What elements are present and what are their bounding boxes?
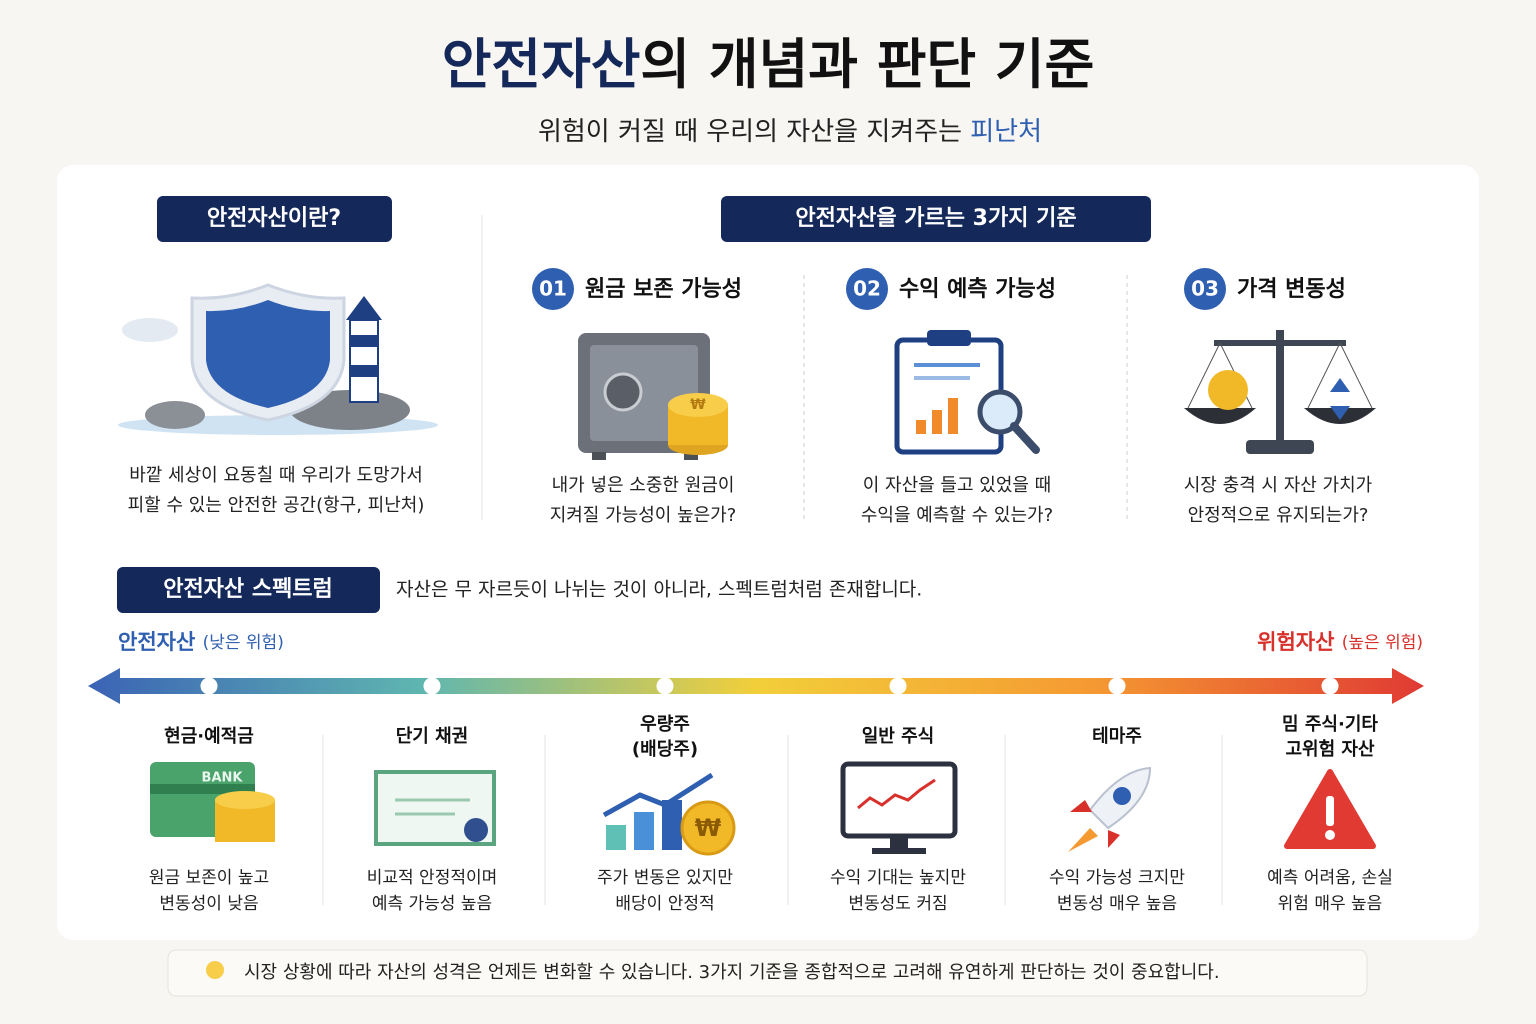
- subtitle: 위험이 커질 때 우리의 자산을 지켜주는 피난처: [538, 117, 1042, 147]
- risk-note: (높은 위험): [1342, 633, 1423, 653]
- bank-icon: BANK: [150, 762, 275, 842]
- footer-note: 시장 상황에 따라 자산의 성격은 언제든 변화할 수 있습니다. 3가지 기준…: [244, 962, 1220, 983]
- main-card: [57, 165, 1479, 940]
- asset-name: 현금·예적금: [164, 726, 254, 747]
- monitor-icon: [840, 761, 958, 854]
- safe-icon: ₩: [578, 333, 728, 460]
- spectrum-marker-ring: [1108, 677, 1126, 695]
- asset-name: 밈 주식·기타: [1282, 714, 1378, 735]
- asset-text: 위험 매우 높음: [1278, 894, 1383, 914]
- criterion-title: 수익 예측 가능성: [899, 277, 1056, 302]
- growth-icon: ₩: [602, 772, 736, 856]
- subtitle-highlight: 피난처: [970, 117, 1042, 147]
- safe-label: 안전자산: [118, 630, 195, 654]
- number-badge: [1184, 268, 1226, 310]
- title-rest: 의 개념과 판단 기준: [640, 33, 1094, 96]
- spectrum-marker-ring: [200, 677, 218, 695]
- asset-text: 변동성이 낮음: [159, 894, 258, 914]
- spectrum-label: 안전자산 스펙트럼: [163, 577, 333, 602]
- criterion-text: 안정적으로 유지되는가?: [1188, 505, 1369, 526]
- shield-illustration: [118, 283, 438, 435]
- criterion-title: 가격 변동성: [1237, 277, 1346, 302]
- coin-symbol: ₩: [690, 397, 706, 413]
- risk-label: 위험자산: [1257, 630, 1334, 654]
- asset-text: 예측 어려움, 손실: [1267, 868, 1393, 888]
- spectrum-marker-ring: [889, 677, 907, 695]
- bulb-icon: [206, 961, 224, 979]
- number-badge: [846, 268, 888, 310]
- criteria-label: 안전자산을 가르는 3가지 기준: [795, 206, 1076, 231]
- bank-text: BANK: [202, 771, 244, 786]
- definition-text: 바깥 세상이 요동칠 때 우리가 도망가서: [129, 465, 423, 486]
- spectrum-marker-ring: [423, 677, 441, 695]
- asset-name: 테마주: [1092, 726, 1142, 747]
- number-badge: [532, 268, 574, 310]
- rocket-icon: [1068, 766, 1152, 852]
- asset-name: 우량주: [640, 714, 690, 735]
- clipboard-icon: [894, 330, 1040, 455]
- coin-symbol: ₩: [695, 814, 722, 842]
- criterion-text: 이 자산을 들고 있었을 때: [863, 475, 1052, 496]
- asset-text: 수익 기대는 높지만: [830, 868, 966, 888]
- asset-text: 배당이 안정적: [615, 894, 714, 914]
- asset-text: 수익 가능성 크지만: [1049, 868, 1185, 888]
- criterion-number: 03: [1191, 277, 1219, 301]
- asset-text: 변동성도 커짐: [848, 894, 947, 914]
- criteria-pill: [721, 196, 1151, 242]
- certificate-icon: [374, 770, 496, 846]
- asset-name: 일반 주식: [862, 726, 935, 747]
- asset-text: 비교적 안정적이며: [367, 868, 498, 888]
- asset-name: 고위험 자산: [1285, 738, 1375, 760]
- asset-text: 변동성 매우 높음: [1057, 894, 1177, 914]
- footer-box: [167, 949, 1368, 997]
- asset-text: 주가 변동은 있지만: [597, 868, 733, 888]
- spectrum-marker-ring: [1321, 677, 1339, 695]
- definition-label: 안전자산이란?: [207, 206, 341, 231]
- title-highlight: 안전자산: [442, 33, 641, 96]
- safe-end-label: 안전자산 (낮은 위험): [118, 630, 284, 654]
- definition-pill: [157, 196, 392, 242]
- criterion-title: 원금 보존 가능성: [585, 277, 742, 302]
- risk-end-label: 위험자산 (높은 위험): [1257, 630, 1423, 654]
- spectrum-arrow: [88, 668, 1424, 704]
- definition-text: 피할 수 있는 안전한 공간(항구, 피난처): [128, 495, 425, 516]
- criterion-number: 01: [539, 277, 567, 301]
- asset-name: (배당주): [632, 739, 698, 760]
- spectrum-pill: [117, 567, 380, 613]
- criterion-text: 수익을 예측할 수 있는가?: [861, 505, 1053, 526]
- spectrum-marker-ring: [656, 677, 674, 695]
- scale-icon: [1184, 330, 1376, 454]
- subtitle-text: 위험이 커질 때 우리의 자산을 지켜주는: [538, 117, 962, 147]
- asset-text: 원금 보존이 높고: [149, 868, 269, 888]
- criterion-text: 시장 충격 시 자산 가치가: [1184, 475, 1373, 496]
- asset-text: 예측 가능성 높음: [372, 894, 492, 914]
- criterion-text: 내가 넣은 소중한 원금이: [552, 475, 735, 496]
- criterion-text: 지켜질 가능성이 높은가?: [550, 505, 737, 526]
- safe-note: (낮은 위험): [203, 633, 284, 653]
- title: 안전자산의 개념과 판단 기준: [442, 33, 1095, 96]
- spectrum-description: 자산은 무 자르듯이 나뉘는 것이 아니라, 스펙트럼처럼 존재합니다.: [396, 579, 922, 601]
- criterion-number: 02: [853, 277, 881, 301]
- asset-name: 단기 채권: [396, 726, 469, 747]
- warning-icon: [1284, 769, 1376, 849]
